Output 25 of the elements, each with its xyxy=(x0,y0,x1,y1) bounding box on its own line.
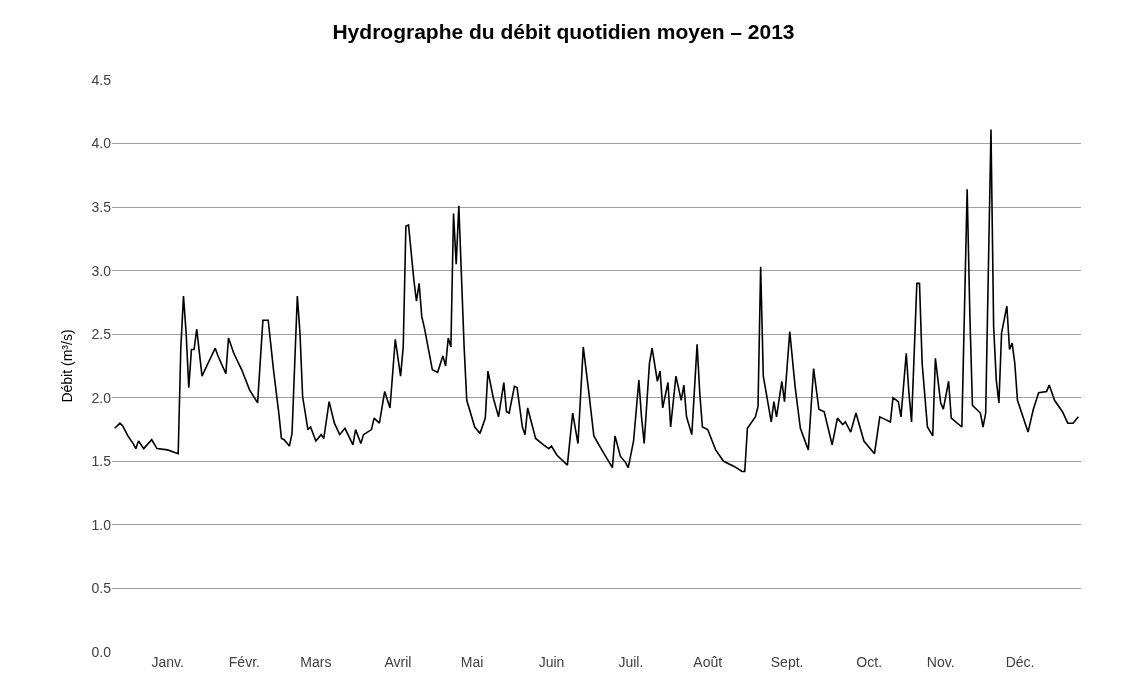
y-tick-label: 1.0 xyxy=(91,516,112,533)
y-tick-label: 3.5 xyxy=(91,199,112,216)
x-tick-label: Sept. xyxy=(770,654,804,670)
x-tick-label: Mai xyxy=(460,654,484,670)
y-tick-label: 2.0 xyxy=(91,389,112,406)
x-tick-label: Janv. xyxy=(151,654,184,670)
y-tick-label: 4.5 xyxy=(91,71,112,88)
chart-title: Hydrographe du débit quotidien moyen – 2013 xyxy=(332,20,795,44)
x-tick-label: Nov. xyxy=(926,654,955,670)
x-tick-label: Avril xyxy=(384,654,412,670)
y-axis-title: Débit (m³/s) xyxy=(59,329,76,403)
x-tick-label: Févr. xyxy=(228,654,260,670)
y-tick-label: 0.0 xyxy=(91,643,112,660)
line-series xyxy=(113,128,1080,473)
y-tick-label: 0.5 xyxy=(91,580,112,597)
x-tick-label: Mars xyxy=(300,654,332,670)
x-tick-label: Août xyxy=(693,654,723,670)
y-tick-label: 2.5 xyxy=(91,326,112,343)
x-tick-label: Oct. xyxy=(856,654,883,670)
y-tick-label: 4.0 xyxy=(91,135,112,152)
x-tick-label: Déc. xyxy=(1005,654,1035,670)
y-tick-label: 1.5 xyxy=(91,453,112,470)
x-tick-label: Juil. xyxy=(618,654,644,670)
y-tick-label: 3.0 xyxy=(91,262,112,279)
x-tick-label: Juin xyxy=(538,654,565,670)
